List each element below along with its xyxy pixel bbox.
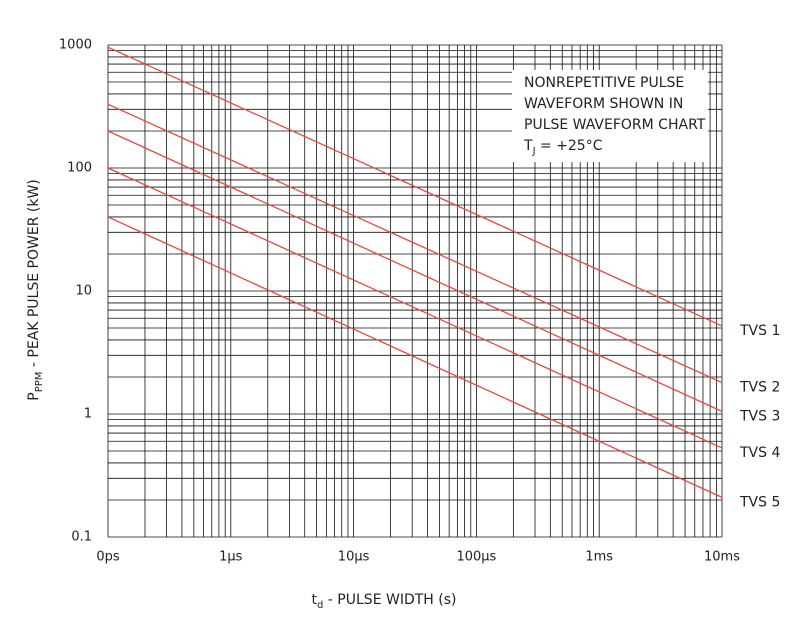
legend-label: TVS 4 — [739, 445, 780, 461]
annotation-part: T — [523, 138, 533, 154]
annotation-sub: J — [532, 146, 536, 157]
x-tick-label: 10ms — [704, 550, 740, 565]
legend-label: TVS 1 — [739, 323, 780, 339]
annotation: NONREPETITIVE PULSE — [524, 75, 684, 91]
annotation: PULSE WAVEFORM CHART — [524, 117, 706, 133]
y-axis-label-part: P — [26, 392, 42, 400]
annotation-part: = +25°C — [536, 138, 603, 154]
y-tick-label: 1 — [84, 407, 92, 422]
x-tick-label: 10µs — [338, 550, 370, 565]
x-axis-label: td - PULSE WIDTH (s) — [312, 592, 457, 611]
annotation: WAVEFORM SHOWN IN — [524, 96, 683, 112]
series-line — [107, 130, 723, 412]
y-tick-label: 1000 — [59, 38, 92, 53]
x-axis-label-part: t — [312, 592, 318, 608]
x-tick-label: 0ps — [96, 550, 120, 565]
legend-label: TVS 2 — [739, 380, 780, 396]
series-line — [107, 46, 723, 327]
x-axis-label-part: - PULSE WIDTH (s) — [323, 592, 456, 608]
y-tick-label: 0.1 — [71, 530, 92, 545]
y-tick-label: 10 — [75, 284, 92, 299]
y-axis-label-part: - PEAK PULSE POWER (kW) — [26, 179, 42, 371]
series-line — [107, 103, 723, 384]
x-tick-label: 1µs — [219, 550, 243, 565]
y-tick-label: 100 — [67, 161, 92, 176]
y-axis-label-sub: PPM — [34, 372, 45, 393]
annotation: TJ = +25°C — [523, 138, 603, 157]
x-tick-label: 100µs — [456, 550, 496, 565]
annotation-box — [512, 70, 708, 162]
legend-label: TVS 5 — [739, 494, 780, 510]
series-line — [107, 167, 723, 449]
legend-label: TVS 3 — [739, 408, 780, 424]
x-axis-label-sub: d — [317, 600, 323, 611]
y-axis-label: PPPM - PEAK PULSE POWER (kW) — [26, 179, 45, 400]
x-tick-label: 1ms — [585, 550, 613, 565]
series-line — [107, 216, 723, 498]
